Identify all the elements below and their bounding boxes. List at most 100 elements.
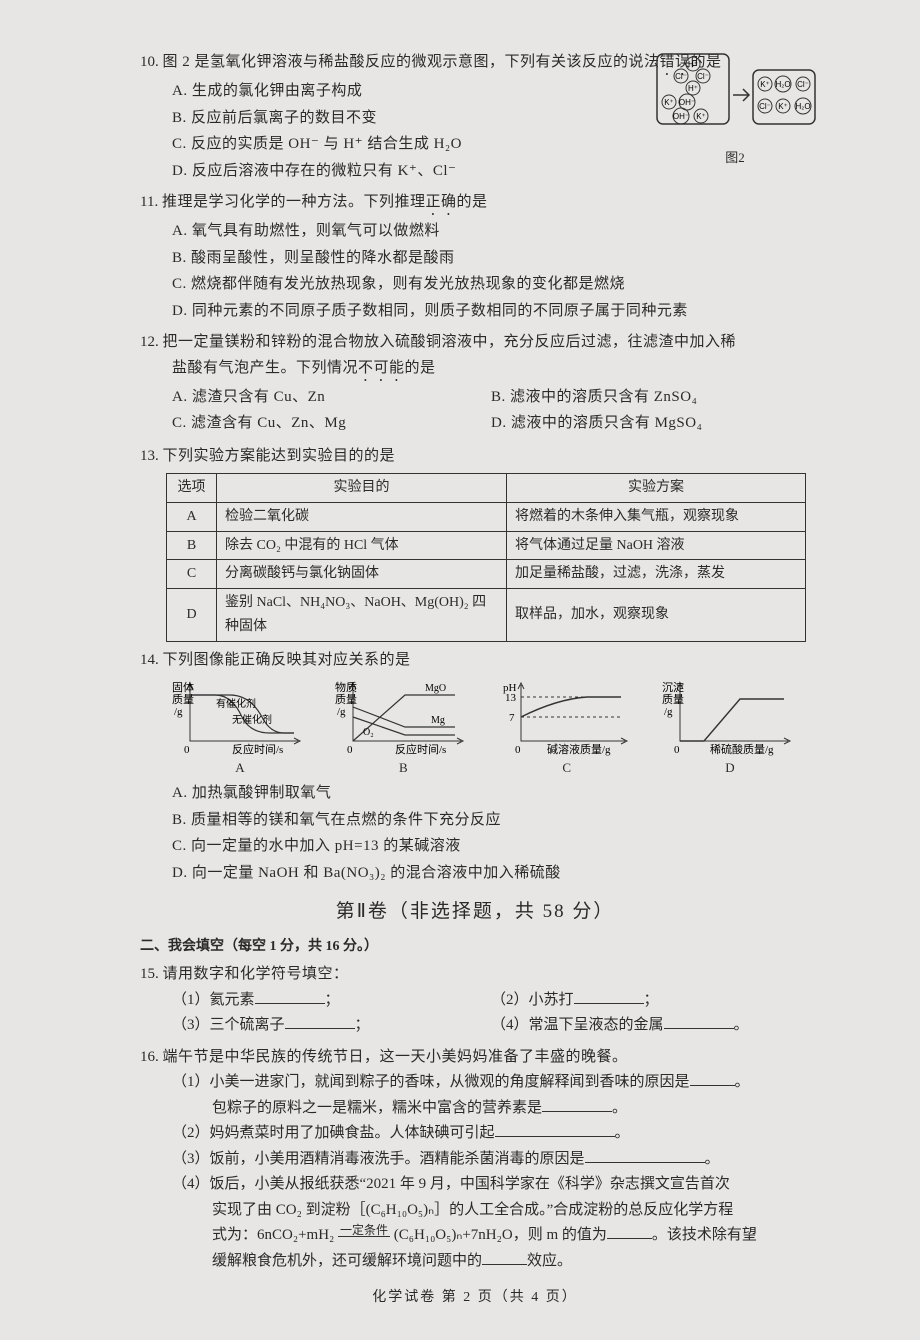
blank	[542, 1097, 612, 1112]
svg-text:沉淀: 沉淀	[662, 680, 684, 694]
table-row: A 检验二氧化碳 将燃着的木条伸入集气瓶，观察现象	[167, 502, 806, 531]
svg-text:Mg: Mg	[431, 715, 445, 726]
q11-option-a: A. 氧气具有助燃性，则氧气可以做燃料	[172, 219, 810, 245]
svg-text:OH⁻: OH⁻	[672, 112, 688, 121]
svg-text:0: 0	[184, 744, 190, 756]
q14-charts: 固体 质量 /g 0 反应时间/s 有催化剂 无催化剂 A 物质 质量 /g 0	[140, 673, 810, 781]
reaction-condition: 一定条件	[338, 1224, 390, 1249]
q11-option-c: C. 燃烧都伴随有发光放热现象，则有发光放热现象的变化都是燃烧	[172, 272, 810, 298]
svg-text:有催化剂: 有催化剂	[216, 697, 256, 710]
figure-2-label: 图2	[650, 147, 820, 169]
chart-b-label: B	[333, 757, 473, 779]
blank	[285, 1014, 355, 1029]
question-16: 16. 端午节是中华民族的传统节日，这一天小美妈妈准备了丰盛的晚餐。 （1）小美…	[140, 1045, 810, 1275]
blank	[255, 989, 325, 1004]
q15-item-3: （3）三个硫离子	[172, 1017, 285, 1033]
q16-item-4b: 实现了由 CO₂ 到淀粉［(C₆H₁₀O₅)ₙ］的人工全合成。”合成淀粉的总反应…	[172, 1198, 810, 1224]
svg-text:Cl⁻: Cl⁻	[675, 72, 687, 81]
question-10: 10. 图 2 是氢氧化钾溶液与稀盐酸反应的微观示意图，下列有关该反应的说法错误…	[140, 50, 810, 184]
svg-text:Cl⁻: Cl⁻	[759, 102, 771, 111]
blank	[690, 1071, 735, 1086]
question-13: 13. 下列实验方案能达到实验目的的是 选项 实验目的 实验方案 A 检验二氧化…	[140, 444, 810, 642]
svg-text:H₂O: H₂O	[795, 102, 810, 111]
page-footer: 化学试卷 第 2 页（共 4 页）	[140, 1286, 810, 1310]
svg-text:无催化剂: 无催化剂	[232, 713, 272, 726]
svg-text:碱溶液质量/g: 碱溶液质量/g	[547, 742, 611, 756]
q16-item-1b: 包粽子的原料之一是糯米，糯米中富含的营养素是。	[172, 1096, 810, 1122]
q15-stem: 请用数字和化学符号填空：	[163, 966, 349, 982]
svg-text:7: 7	[509, 712, 515, 724]
blank	[607, 1224, 652, 1239]
q12-option-d: D. 滤液中的溶质只含有 MgSO₄	[491, 411, 810, 437]
table-row: D 鉴别 NaCl、NH₄NO₃、NaOH、Mg(OH)₂ 四种固体 取样品，加…	[167, 589, 806, 642]
q16-item-2: （2）妈妈煮菜时用了加碘食盐。人体缺碘可引起。	[172, 1121, 810, 1147]
q16-subitems: （1）小美一进家门，就闻到粽子的香味，从微观的角度解释闻到香味的原因是。 包粽子…	[140, 1070, 810, 1274]
q12-stem-line1: 把一定量镁粉和锌粉的混合物放入硫酸铜溶液中，充分反应后过滤，往滤渣中加入稀	[163, 334, 737, 350]
svg-text:K⁺: K⁺	[760, 80, 770, 89]
svg-text:H⁺: H⁺	[688, 84, 698, 93]
svg-text:0: 0	[515, 744, 521, 756]
section-2-subtitle: 二、我会填空（每空 1 分，共 16 分。）	[140, 935, 810, 959]
q15-number: 15.	[140, 966, 159, 982]
q13-stem: 下列实验方案能达到实验目的的是	[163, 448, 396, 464]
q12-options: A. 滤渣只含有 Cu、Zn B. 滤液中的溶质只含有 ZnSO₄ C. 滤渣含…	[140, 385, 810, 438]
blank	[482, 1250, 527, 1265]
q15-item-1: （1）氦元素	[172, 992, 255, 1008]
svg-text:MgO: MgO	[425, 683, 446, 694]
q13-header-purpose: 实验目的	[217, 474, 507, 503]
q16-stem: 端午节是中华民族的传统节日，这一天小美妈妈准备了丰盛的晚餐。	[163, 1049, 628, 1065]
q13-header-plan: 实验方案	[507, 474, 806, 503]
q14-option-a: A. 加热氯酸钾制取氧气	[172, 781, 810, 807]
question-12: 12. 把一定量镁粉和锌粉的混合物放入硫酸铜溶液中，充分反应后过滤，往滤渣中加入…	[140, 330, 810, 438]
table-row: C 分离碳酸钙与氯化钠固体 加足量稀盐酸，过滤，洗涤，蒸发	[167, 560, 806, 589]
q12-option-c: C. 滤渣含有 Cu、Zn、Mg	[172, 411, 491, 437]
q11-options: A. 氧气具有助燃性，则氧气可以做燃料 B. 酸雨呈酸性，则呈酸性的降水都是酸雨…	[140, 219, 810, 324]
q11-number: 11.	[140, 194, 158, 210]
question-15: 15. 请用数字和化学符号填空： （1）氦元素； （2）小苏打； （3）三个硫离…	[140, 962, 810, 1039]
q13-number: 13.	[140, 448, 159, 464]
q16-item-4c: 式为：6nCO₂+mH₂ 一定条件 (C₆H₁₀O₅)ₙ+7nH₂O，则 m 的…	[172, 1223, 810, 1249]
q16-number: 16.	[140, 1049, 159, 1065]
q14-stem: 下列图像能正确反映其对应关系的是	[163, 652, 411, 668]
svg-text:/g: /g	[337, 706, 346, 718]
q12-stem-line2: 盐酸有气泡产生。下列情况不可能的是	[140, 356, 810, 385]
q14-option-d: D. 向一定量 NaOH 和 Ba(NO₃)₂ 的混合溶液中加入稀硫酸	[172, 861, 810, 887]
table-row: B 除去 CO₂ 中混有的 HCl 气体 将气体通过足量 NaOH 溶液	[167, 531, 806, 560]
svg-text:H₂O: H₂O	[775, 80, 790, 89]
svg-text:反应时间/s: 反应时间/s	[395, 742, 446, 756]
q11-option-b: B. 酸雨呈酸性，则呈酸性的降水都是酸雨	[172, 246, 810, 272]
svg-text:Cl⁻: Cl⁻	[797, 80, 809, 89]
question-14: 14. 下列图像能正确反映其对应关系的是 固体 质量 /g 0 反应时间/s 有…	[140, 648, 810, 887]
svg-text:/g: /g	[174, 706, 183, 718]
svg-text:固体: 固体	[172, 680, 194, 694]
chart-d-label: D	[660, 757, 800, 779]
svg-text:K⁺: K⁺	[778, 102, 788, 111]
svg-text:O₂: O₂	[363, 727, 374, 738]
q14-option-b: B. 质量相等的镁和氧气在点燃的条件下充分反应	[172, 808, 810, 834]
q10-number: 10.	[140, 54, 159, 70]
svg-text:稀硫酸质量/g: 稀硫酸质量/g	[710, 742, 774, 756]
chart-a-label: A	[170, 757, 310, 779]
svg-text:质量: 质量	[662, 693, 684, 706]
blank	[495, 1122, 615, 1137]
q15-item-4: （4）常温下呈液态的金属	[491, 1017, 664, 1033]
q10-stem: 图 2 是氢氧化钾溶液与稀盐酸反应的微观示意图，下列有关该反应的说法错误的是	[163, 54, 722, 70]
chart-c: pH 13 7 0 碱溶液质量/g C	[497, 677, 637, 779]
svg-text:H⁺: H⁺	[688, 60, 698, 69]
q16-item-1: （1）小美一进家门，就闻到粽子的香味，从微观的角度解释闻到香味的原因是。	[172, 1070, 810, 1096]
svg-text:Cl⁻: Cl⁻	[697, 72, 709, 81]
q12-option-a: A. 滤渣只含有 Cu、Zn	[172, 385, 491, 411]
question-11: 11. 推理是学习化学的一种方法。下列推理正确的是 A. 氧气具有助燃性，则氧气…	[140, 190, 810, 324]
svg-text:质量: 质量	[335, 693, 357, 706]
q11-stem: 推理是学习化学的一种方法。下列推理正确的是	[162, 194, 488, 210]
blank	[664, 1014, 734, 1029]
chart-b: 物质 质量 /g 0 反应时间/s MgO Mg O₂ B	[333, 677, 473, 779]
q16-item-4a: （4）饭后，小美从报纸获悉“2021 年 9 月，中国科学家在《科学》杂志撰文宣…	[172, 1172, 810, 1198]
q14-number: 14.	[140, 652, 159, 668]
svg-text:K⁺: K⁺	[664, 98, 674, 107]
svg-text:物质: 物质	[335, 680, 357, 694]
q15-item-2: （2）小苏打	[491, 992, 574, 1008]
svg-text:反应时间/s: 反应时间/s	[232, 742, 283, 756]
section-2-title: 第Ⅱ卷（非选择题，共 58 分）	[140, 896, 810, 928]
q11-option-d: D. 同种元素的不同原子质子数相同，则质子数相同的不同原子属于同种元素	[172, 299, 810, 325]
